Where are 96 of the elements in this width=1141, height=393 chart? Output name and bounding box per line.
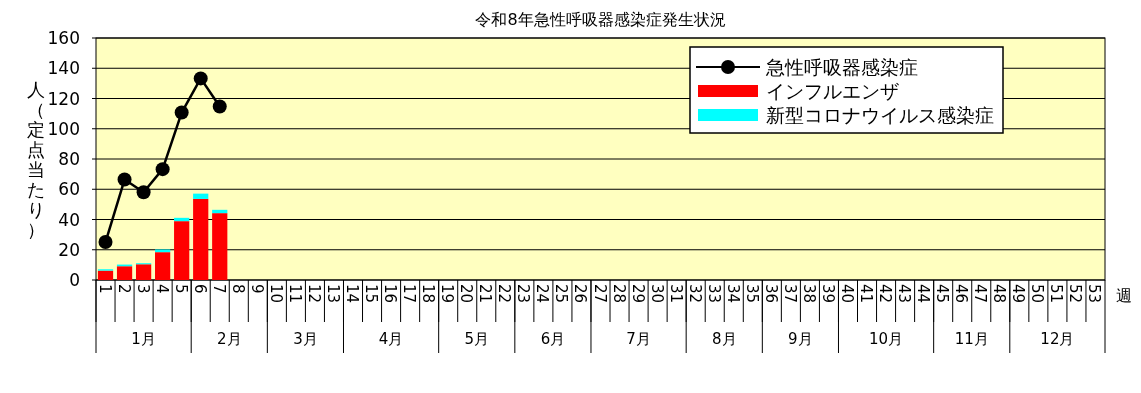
x-tick-label: 19 [438, 284, 457, 304]
legend-label: 急性呼吸器感染症 [765, 56, 918, 78]
chart-title: 令和8年急性呼吸器感染症発生状況 [475, 10, 726, 29]
x-tick-label: 28 [609, 284, 628, 304]
x-axis-title: 週 [1116, 286, 1132, 305]
x-tick-label: 12 [304, 284, 323, 304]
bar [97, 270, 114, 280]
x-tick-label: 8 [228, 284, 247, 294]
x-tick-label: 18 [419, 284, 438, 304]
text: 12月 [1040, 330, 1075, 348]
x-tick-label: 20 [457, 284, 476, 304]
x-tick-label: 11 [285, 284, 304, 304]
x-tick-label: 52 [1066, 284, 1085, 304]
x-tick-label: 42 [876, 284, 895, 304]
y-tick-label: 0 [69, 270, 80, 290]
legend-label: 新型コロナウイルス感染症 [766, 104, 994, 126]
bar [116, 266, 133, 280]
bar [174, 221, 190, 280]
point [174, 105, 189, 120]
x-tick-label: 25 [552, 284, 571, 304]
x-tick-label: 30 [647, 284, 666, 304]
point [117, 172, 132, 187]
x-tick-label: 23 [514, 284, 533, 304]
x-tick-label: 27 [590, 284, 609, 304]
x-tick-label: 50 [1028, 284, 1047, 304]
x-tick-label: 29 [628, 284, 647, 304]
x-tick-label: 3 [133, 284, 152, 294]
x-tick-label: 38 [799, 284, 818, 304]
x-tick-label: 49 [1009, 284, 1028, 304]
y-tick-label: 20 [58, 239, 80, 260]
x-tick-label: 9 [247, 284, 266, 294]
x-tick-label: 24 [533, 284, 552, 304]
x-tick-label: 14 [343, 284, 362, 304]
y-tick-label: 120 [47, 88, 80, 109]
text: 8月 [711, 330, 737, 348]
y-tick-label: 60 [58, 179, 80, 200]
point [193, 71, 208, 86]
x-tick-label: 46 [952, 284, 971, 304]
point [136, 185, 151, 200]
x-tick-label: 41 [857, 284, 876, 304]
y-tick-label: 80 [58, 149, 80, 169]
point [155, 162, 170, 177]
x-tick-label: 39 [818, 284, 837, 304]
x-tick-label: 45 [933, 284, 952, 304]
x-tick-label: 36 [761, 284, 780, 304]
x-tick-label: 35 [742, 284, 761, 304]
x-tick-label: 21 [476, 284, 495, 304]
text: 4月 [378, 330, 404, 348]
x-tick-label: 5 [171, 284, 190, 294]
y-tick-label: 140 [47, 58, 80, 79]
bar [193, 198, 209, 280]
text: 10月 [869, 330, 904, 348]
text: 7月 [626, 330, 651, 348]
x-tick-label: 33 [704, 284, 723, 304]
x-tick-label: 43 [895, 284, 914, 304]
x-tick-label: 6 [190, 284, 209, 294]
point [98, 235, 113, 250]
y-tick-label: 100 [47, 118, 80, 139]
text: 5月 [464, 330, 490, 348]
bar [155, 249, 171, 253]
x-tick-label: 47 [971, 284, 990, 304]
x-tick-label: 40 [837, 284, 856, 304]
legend-label: インフルエンザ [766, 80, 899, 102]
x-tick-label: 48 [990, 284, 1009, 304]
y-tick-label: 40 [58, 209, 80, 230]
x-tick-label: 31 [666, 284, 685, 304]
x-tick-label: 26 [571, 284, 590, 304]
x-tick-label: 37 [780, 284, 799, 304]
x-tick-label: 34 [723, 284, 742, 304]
x-tick-label: 44 [914, 284, 933, 304]
text: 1月 [131, 330, 156, 348]
x-tick-label: 32 [685, 284, 704, 304]
text: 6月 [540, 330, 566, 348]
text: 3月 [293, 330, 318, 348]
x-tick-label: 15 [362, 284, 381, 304]
x-tick-label: 10 [266, 284, 285, 304]
point [212, 99, 227, 114]
y-tick-label: 160 [47, 28, 80, 48]
text: 11月 [954, 330, 989, 348]
bar [155, 252, 171, 280]
x-tick-label: 17 [400, 284, 419, 304]
x-tick-label: 51 [1047, 284, 1066, 304]
x-tick-label: 16 [381, 284, 400, 304]
x-tick-label: 2 [114, 284, 133, 294]
y-axis-title: 人（定点当たり） [27, 79, 45, 240]
x-tick-label: 1 [95, 284, 114, 294]
x-tick-label: 53 [1085, 284, 1104, 304]
bar [212, 213, 228, 280]
text: 9月 [788, 330, 813, 348]
x-tick-label: 7 [209, 284, 228, 294]
x-tick-label: 4 [152, 284, 171, 294]
bar [193, 193, 209, 199]
x-tick-label: 13 [323, 284, 342, 304]
text: 2月 [216, 330, 242, 348]
x-tick-label: 22 [495, 284, 514, 304]
bar [135, 264, 152, 280]
